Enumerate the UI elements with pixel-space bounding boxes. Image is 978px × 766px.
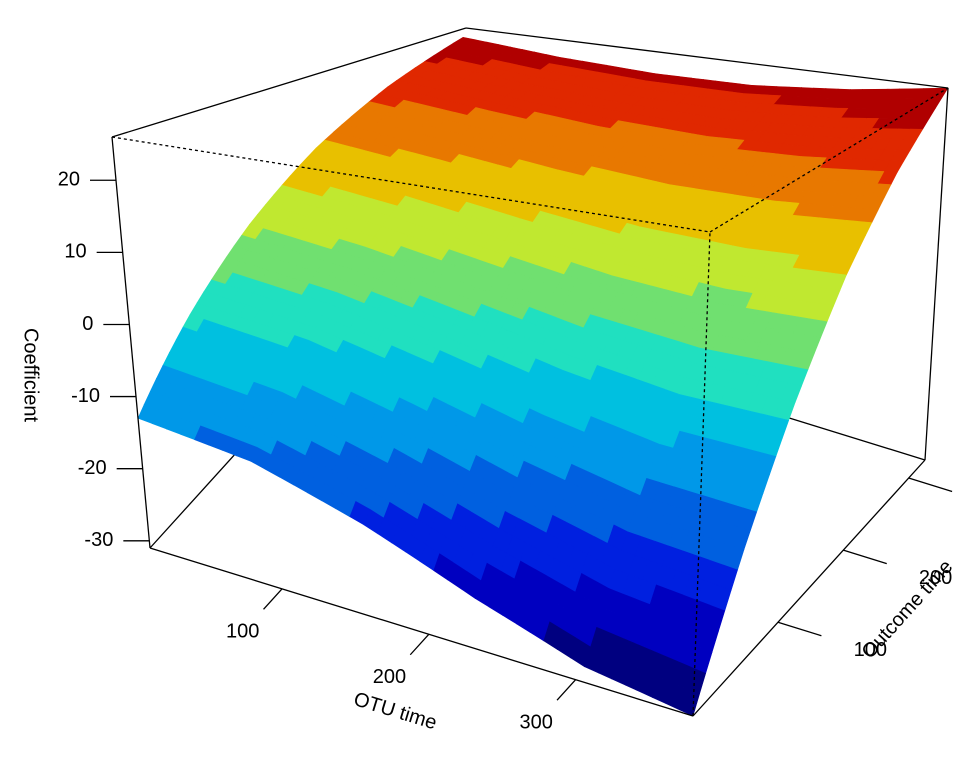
- x-tick-label: 300: [519, 711, 552, 733]
- z-tick-label: 0: [82, 313, 93, 335]
- y-tick: [777, 621, 822, 637]
- y-axis-title: Outcome time: [858, 556, 958, 663]
- y-tick: [908, 477, 953, 493]
- z-axis-title: Coefficient: [20, 328, 42, 423]
- box-edge: [111, 27, 467, 138]
- z-tick-label: -10: [71, 385, 100, 407]
- x-axis-title: OTU time: [351, 688, 439, 734]
- y-tick-label: 100: [854, 639, 887, 661]
- x-tick: [409, 633, 430, 656]
- x-tick-label: 100: [226, 621, 259, 643]
- box-edge: [465, 27, 949, 89]
- box-edge: [111, 136, 711, 233]
- box-edge: [692, 231, 711, 717]
- y-tick: [843, 549, 887, 565]
- box-edge: [149, 547, 694, 717]
- x-tick-label: 200: [373, 666, 406, 688]
- x-tick: [263, 588, 283, 610]
- box-edge: [924, 87, 949, 461]
- x-tick: [556, 679, 577, 701]
- z-tick-label: -20: [78, 457, 107, 479]
- z-tick-label: 20: [58, 169, 80, 191]
- z-tick-label: 10: [64, 241, 86, 263]
- box-edge: [709, 87, 949, 233]
- y-tick-label: 200: [919, 567, 952, 589]
- box-edge: [692, 459, 926, 717]
- z-tick-label: -30: [84, 529, 113, 551]
- box-edge: [111, 136, 151, 549]
